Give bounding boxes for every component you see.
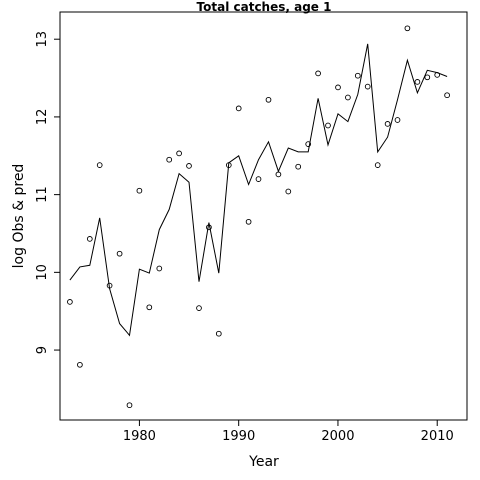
observed-point [404,25,411,32]
observed-point [77,361,83,368]
observed-point [295,163,302,170]
observed-point [345,94,351,101]
x-axis: 1980 1990 2000 2010 [123,420,454,444]
observed-point [414,79,421,85]
plot-area [67,25,450,409]
observed-point [136,187,143,194]
observed-point [186,163,192,169]
observed-point [424,74,431,81]
predicted-series-line [69,43,448,337]
observed-point [285,188,292,195]
plot-frame [59,11,468,421]
observed-point [96,162,103,168]
observed-point [215,330,222,337]
y-tick-label: 12 [35,109,50,126]
observed-point [67,299,73,305]
observed-point [156,265,163,272]
chart-title: Total catches, age 1 [197,0,332,14]
observed-point [394,117,401,123]
x-axis-label: Year [248,454,279,470]
y-tick-label: 9 [35,346,50,354]
observed-point [275,171,282,178]
y-tick-label: 13 [35,31,50,48]
observed-point [354,72,361,79]
observed-point [196,305,202,311]
observed-point [166,156,173,163]
observed-point [176,150,182,157]
observed-point [325,122,331,129]
y-tick-label: 10 [35,264,50,281]
observed-point [126,402,133,409]
y-axis-label: log Obs & pred [11,164,27,269]
observed-point [315,70,321,77]
observed-point [235,105,242,112]
observed-point [86,236,93,242]
observed-point [364,83,371,90]
observed-point [444,92,450,99]
observed-point [265,96,272,103]
x-tick-label: 1980 [123,429,156,444]
x-tick-label: 2010 [421,429,454,444]
x-tick-label: 2000 [321,429,354,444]
observed-point [384,121,391,127]
observed-point [255,176,262,182]
observed-point [305,141,312,147]
x-tick-label: 1990 [222,429,255,444]
y-axis: 9 10 11 12 13 [35,31,60,354]
observed-point [374,162,381,168]
observed-point [146,304,153,311]
observed-point [335,84,341,91]
y-tick-label: 11 [35,186,50,203]
observed-point [116,250,123,257]
observed-point [245,218,252,225]
